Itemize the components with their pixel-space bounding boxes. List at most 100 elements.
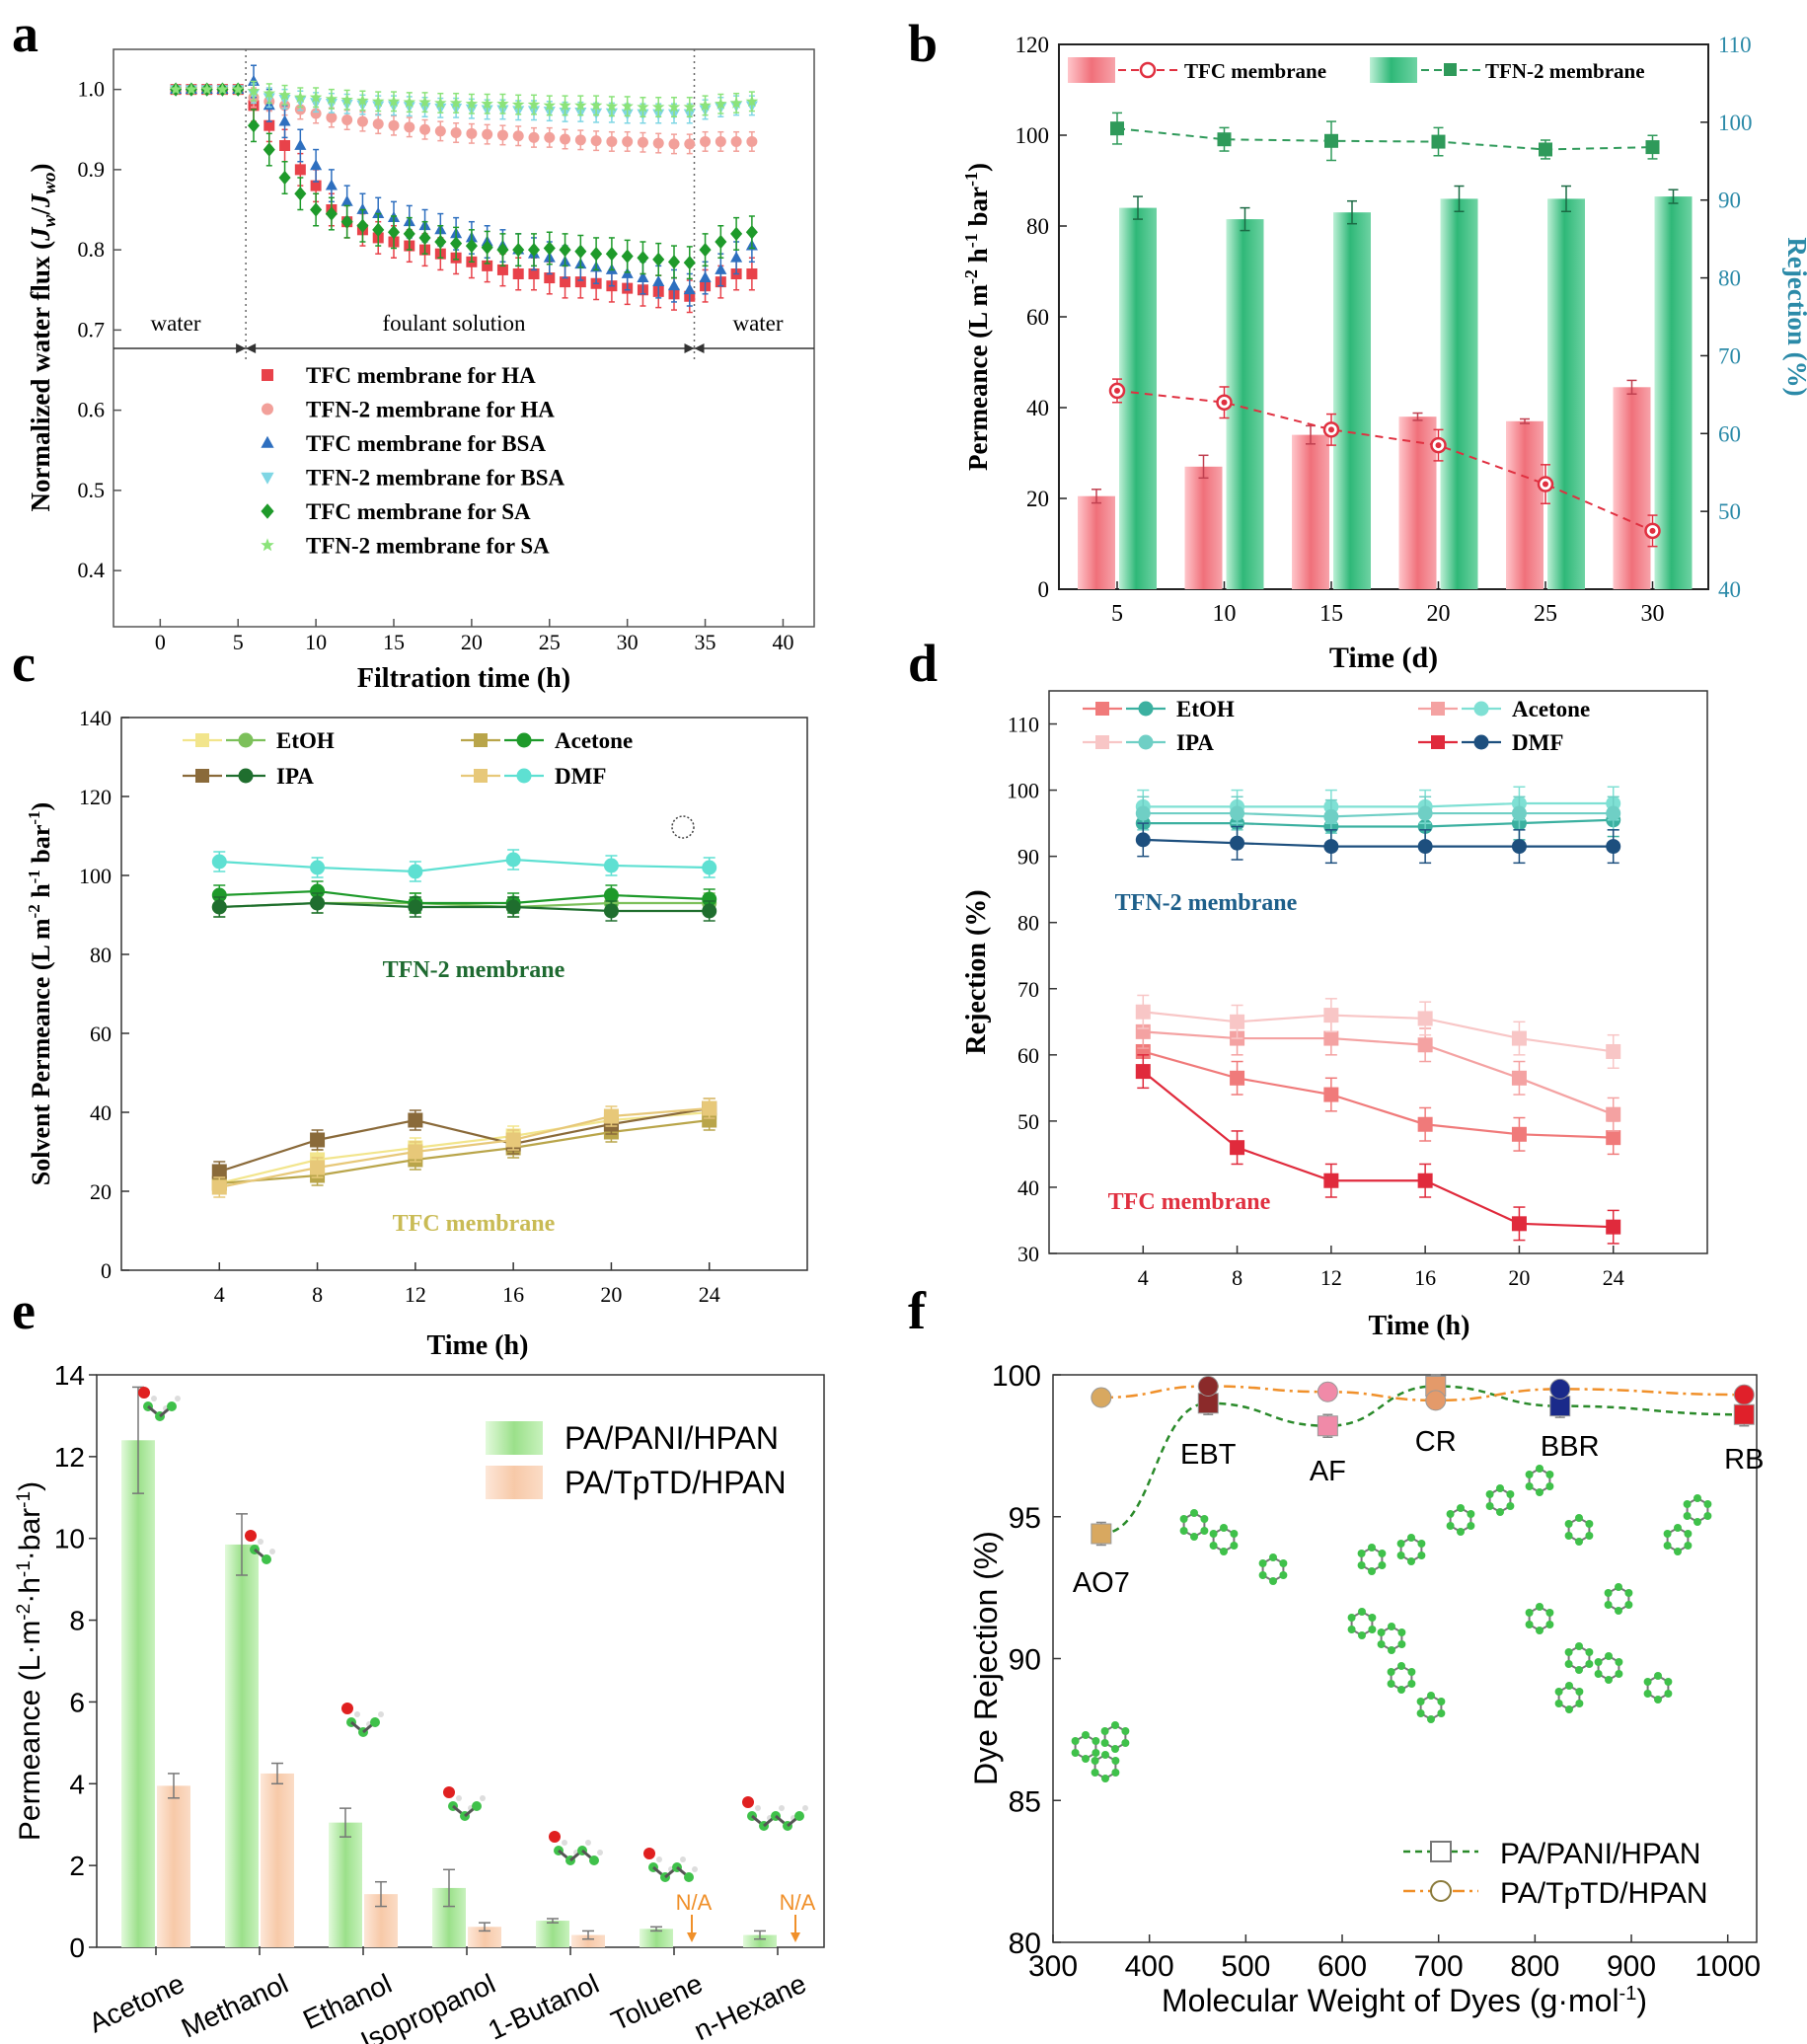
atom-carbon [1654, 1672, 1662, 1680]
data-point-tptd [1197, 1376, 1219, 1397]
atom-oxygen [341, 1703, 353, 1714]
legend-marker [238, 768, 254, 784]
series-line [219, 901, 710, 913]
atom-carbon [1496, 1484, 1504, 1492]
atom-carbon [1615, 1658, 1623, 1666]
x-tick-label: 600 [1318, 1950, 1367, 1983]
bar-tfn2 [1547, 198, 1585, 589]
atom-carbon [1357, 1550, 1366, 1557]
y-tick-label: 140 [79, 706, 112, 730]
data-point [1324, 133, 1338, 148]
molecule-ring [1643, 1672, 1673, 1703]
panel-letter-c: c [12, 634, 36, 693]
data-point [652, 137, 664, 149]
bar-tfn2 [1119, 207, 1157, 589]
data-point [590, 135, 602, 147]
annotation-tfn2: TFN-2 membrane [383, 957, 565, 983]
data-point [1511, 805, 1527, 821]
atom-carbon [1664, 1678, 1673, 1686]
na-label: N/A [780, 1890, 816, 1915]
atom-carbon [1554, 1688, 1563, 1696]
atom-carbon [1082, 1755, 1090, 1763]
atom-carbon [1663, 1530, 1672, 1538]
atom-carbon [1624, 1589, 1633, 1597]
y-tick-label: 40 [1026, 396, 1049, 420]
dye-EBT: EBT [1180, 1376, 1237, 1471]
data-point [310, 895, 326, 911]
data-point [700, 135, 712, 147]
legend-marker [195, 733, 209, 747]
annotation-tfc: TFC membrane [393, 1211, 556, 1237]
data-point [651, 100, 665, 113]
atom-carbon [1694, 1494, 1701, 1502]
data-point [621, 100, 634, 112]
data-point [466, 127, 478, 139]
error-bar [443, 1868, 455, 1908]
atom-carbon [1585, 1648, 1594, 1656]
series-TFC-Acetone [1135, 1014, 1621, 1132]
atom-carbon [1674, 1524, 1682, 1532]
atom-carbon [1703, 1500, 1712, 1508]
data-point [1110, 121, 1124, 136]
data-point [465, 238, 478, 254]
data-point-tptd [1091, 1387, 1112, 1408]
molecule-methanol [245, 1530, 275, 1564]
data-point [505, 1132, 521, 1148]
atom-carbon [1396, 1552, 1405, 1559]
data-point [408, 899, 423, 915]
x-tick-label: 700 [1414, 1950, 1464, 1983]
legend-label: TFC membrane for BSA [306, 431, 546, 456]
bar-pa-tptd-hpan [571, 1934, 605, 1947]
error-bar [1092, 489, 1101, 504]
atom-carbon [1100, 1739, 1109, 1747]
bar-tfc [1398, 416, 1437, 589]
atom-carbon [1347, 1626, 1356, 1633]
atom-carbon [1485, 1502, 1494, 1510]
stage-label-foulant: foulant solution [382, 311, 526, 336]
atom-carbon [1388, 1646, 1395, 1654]
atom-carbon [1575, 1666, 1583, 1674]
panel-letter-f: f [908, 1281, 927, 1340]
legend-label: PA/PANI/HPAN [1500, 1838, 1700, 1870]
dye-AO7: AO7 [1073, 1387, 1130, 1599]
molecule-ring [1091, 1751, 1120, 1782]
data-point [356, 202, 369, 214]
atom-carbon [1269, 1577, 1277, 1585]
dye-RB: RB [1724, 1384, 1764, 1476]
molecule-ring [1525, 1465, 1554, 1496]
legend-marker [1138, 734, 1154, 750]
data-point [211, 899, 227, 915]
series-ha_tfn [170, 84, 758, 155]
data-point-center [1543, 481, 1548, 488]
y-axis-label: Dye Rejection (%) [968, 1531, 1004, 1785]
atom-carbon [1378, 1550, 1387, 1557]
y-tick-label: 4 [69, 1769, 85, 1799]
data-point-pani [1091, 1523, 1112, 1545]
data-point [371, 95, 385, 108]
data-point [527, 242, 541, 258]
data-point [294, 138, 307, 150]
y-tick-label: 0.7 [78, 317, 106, 341]
data-point [589, 99, 603, 112]
data-point [1135, 832, 1151, 848]
data-point-tptd [1549, 1378, 1571, 1400]
data-point [667, 100, 681, 113]
x-tick-label: 24 [699, 1282, 720, 1307]
data-point [637, 100, 649, 113]
x-tick-label: 20 [1427, 601, 1451, 627]
series-TFN-2-DMF [211, 849, 717, 882]
atom-carbon [1230, 1530, 1239, 1538]
series-TFC-EtOH [1135, 1033, 1621, 1156]
data-point [683, 100, 697, 113]
series-line [1143, 801, 1614, 808]
x-tick-label: 1000 [1694, 1950, 1761, 1983]
atom-oxygen [742, 1796, 754, 1808]
atom-hydrogen [597, 1850, 603, 1855]
atom-carbon [1674, 1548, 1682, 1555]
error-bar [236, 1513, 248, 1576]
data-point [372, 206, 385, 218]
data-point [211, 1179, 227, 1195]
data-point [715, 97, 727, 110]
x-tick-label: n-Hexane [689, 1968, 810, 2044]
atom-carbon [1407, 1668, 1416, 1676]
